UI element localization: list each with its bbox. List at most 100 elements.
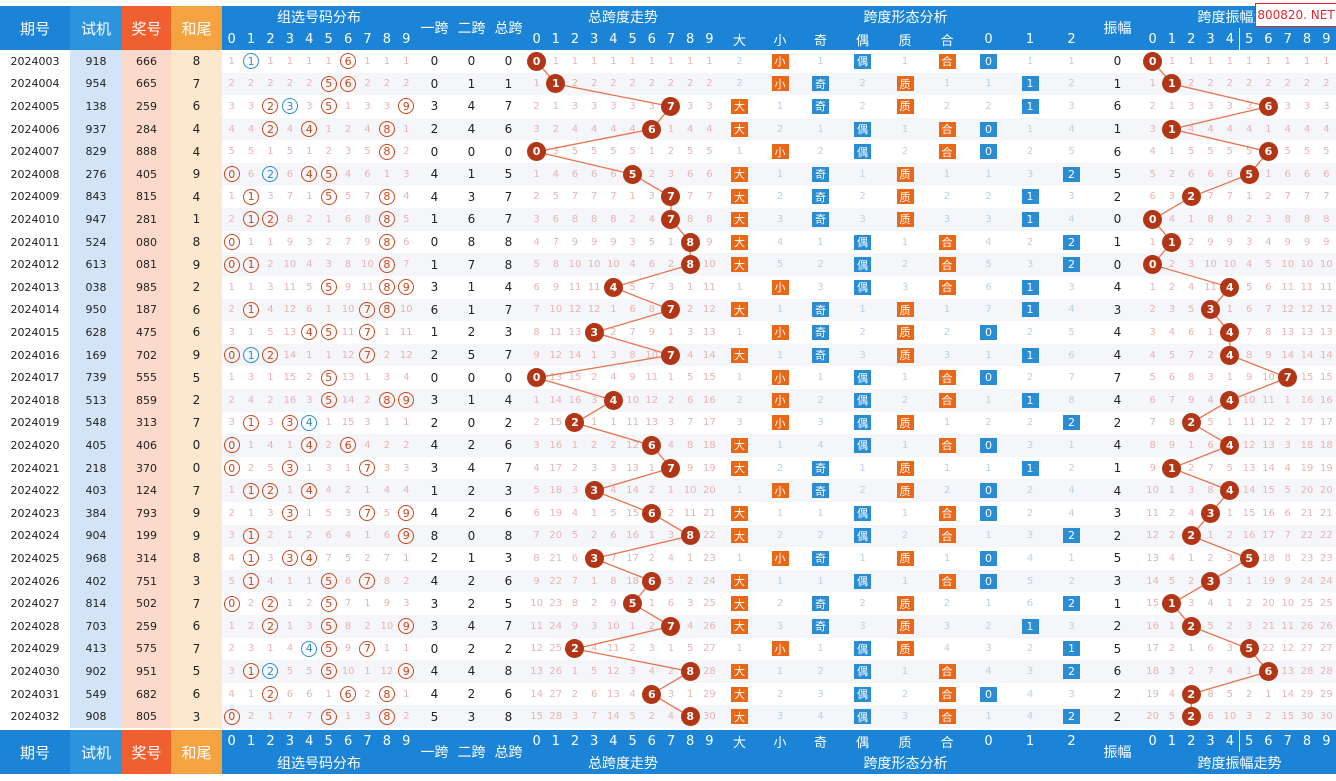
header-amp-trend-col-0: 0 bbox=[1143, 730, 1163, 752]
span-trend-miss: 1 bbox=[623, 50, 642, 73]
form-tag: 偶 bbox=[841, 50, 884, 73]
dist-miss: 2 bbox=[261, 73, 280, 96]
dist-miss: 2 bbox=[241, 73, 260, 96]
amp-trend-ball: 2 bbox=[1181, 616, 1201, 636]
amp-trend-ball: 0 bbox=[1143, 51, 1163, 71]
span-trend-hit: 3 bbox=[584, 321, 604, 344]
header-form-col-6: 0 bbox=[968, 730, 1009, 752]
header-amp-trend-col-2: 2 bbox=[1181, 730, 1201, 752]
amp-trend-miss: 1 bbox=[1182, 50, 1201, 73]
span-trend-hit: 7 bbox=[661, 344, 681, 367]
header-form-col-3: 偶 bbox=[841, 730, 884, 752]
span-trend-hit: 6 bbox=[642, 502, 662, 525]
header-form-col-1: 小 bbox=[760, 28, 800, 50]
span-trend-hit: 6 bbox=[642, 434, 662, 457]
header-group-dist-col-0: 0 bbox=[222, 28, 242, 50]
span-trend-hit: 6 bbox=[642, 570, 662, 593]
span-trend-ball: 6 bbox=[642, 503, 662, 523]
header-amp-trend-col-5: 5 bbox=[1239, 28, 1259, 50]
trial-number: 954 bbox=[70, 72, 122, 96]
header-span-trend-col-0: 0 bbox=[527, 730, 547, 752]
header-form-col-5: 合 bbox=[926, 28, 968, 50]
header-group-dist-col-5: 5 bbox=[319, 730, 339, 752]
header-span-trend-col-1: 1 bbox=[546, 28, 566, 50]
header-amp-trend-title: 跨度振幅走势 bbox=[1143, 752, 1336, 774]
amp-trend-hit: 6 bbox=[1258, 140, 1278, 163]
amp-trend-hit: 2 bbox=[1181, 615, 1201, 638]
span2-value: 1 bbox=[453, 73, 490, 96]
amp-trend-hit: 2 bbox=[1181, 186, 1201, 209]
span-trend-hit: 4 bbox=[603, 389, 623, 412]
amp-trend-ball: 2 bbox=[1181, 187, 1201, 207]
amp-trend-ball: 2 bbox=[1181, 413, 1201, 433]
header-amp-trend-col-8: 8 bbox=[1297, 28, 1317, 50]
span-trend-ball: 8 bbox=[680, 255, 700, 275]
amp-trend-hit: 4 bbox=[1220, 321, 1240, 344]
span-trend-ball: 2 bbox=[565, 413, 585, 433]
amp-trend-hit: 5 bbox=[1239, 547, 1259, 570]
span-trend-hit: 0 bbox=[527, 140, 547, 163]
header-span-trend-col-7: 7 bbox=[661, 730, 681, 752]
span-trend-hit: 5 bbox=[623, 163, 643, 186]
form-miss: 2 bbox=[719, 50, 760, 73]
amp-trend-hit: 7 bbox=[1278, 366, 1298, 389]
amp-trend-ball: 4 bbox=[1220, 277, 1240, 297]
header-span-form-title: 跨度形态分析 bbox=[719, 752, 1092, 774]
header-amp-trend-col-6: 6 bbox=[1258, 730, 1279, 752]
header-span-trend-col-5: 5 bbox=[623, 730, 643, 752]
span-trend-hit: 0 bbox=[527, 50, 547, 73]
span-trend-ball: 8 bbox=[680, 232, 700, 252]
amp-trend-ball: 0 bbox=[1143, 255, 1163, 275]
span-trend-miss: 1 bbox=[604, 50, 623, 73]
header-amp-trend-col-4: 4 bbox=[1220, 28, 1240, 50]
trial-number: 918 bbox=[70, 50, 122, 73]
header-form-col-0: 大 bbox=[719, 28, 760, 50]
span-trend-ball: 0 bbox=[527, 142, 547, 162]
span-trend-hit: 7 bbox=[661, 299, 681, 322]
form-miss: 1 bbox=[1009, 50, 1051, 73]
dist-hit: 5 bbox=[319, 73, 338, 96]
header-amp-trend-col-0: 0 bbox=[1143, 28, 1163, 50]
span-trend-hit: 8 bbox=[680, 660, 700, 683]
amp-trend-miss: 1 bbox=[1259, 50, 1278, 73]
amp-trend-hit: 3 bbox=[1201, 570, 1221, 593]
header-amplitude: 振幅 bbox=[1092, 730, 1143, 774]
header-amp-trend-col-3: 3 bbox=[1200, 28, 1221, 50]
amp-trend-ball: 1 bbox=[1162, 232, 1182, 252]
amp-trend-hit: 4 bbox=[1220, 479, 1240, 502]
span1-value: 0 bbox=[416, 50, 453, 73]
header-group-dist-col-4: 4 bbox=[299, 28, 319, 50]
dist-miss: 2 bbox=[280, 73, 299, 96]
amp-trend-hit: 1 bbox=[1162, 231, 1182, 254]
total-span-value: 1 bbox=[490, 73, 527, 96]
dist-miss: 2 bbox=[222, 73, 241, 96]
dist-miss: 1 bbox=[222, 50, 241, 73]
header-prize: 奖号 bbox=[122, 6, 171, 50]
header-trial: 试机 bbox=[70, 6, 122, 50]
header-span1: 一跨 bbox=[416, 6, 453, 50]
span-trend-ball: 6 bbox=[642, 435, 662, 455]
amp-trend-ball: 6 bbox=[1258, 96, 1278, 116]
amp-trend-miss: 1 bbox=[1278, 50, 1297, 73]
amp-trend-hit: 2 bbox=[1181, 705, 1201, 728]
span-trend-miss: 1 bbox=[700, 50, 719, 73]
header-group-dist-col-6: 6 bbox=[338, 730, 358, 752]
amp-trend-ball: 1 bbox=[1162, 74, 1182, 94]
amp-trend-hit: 2 bbox=[1181, 683, 1201, 706]
header-group-dist-col-3: 3 bbox=[280, 28, 300, 50]
span-trend-ball: 1 bbox=[546, 74, 566, 94]
header-group-dist-col-8: 8 bbox=[377, 730, 397, 752]
amp-trend-miss: 1 bbox=[1201, 50, 1220, 73]
form-tag: 小 bbox=[760, 50, 800, 73]
dist-miss: 1 bbox=[280, 50, 299, 73]
span-trend-hit: 7 bbox=[661, 457, 681, 480]
span-trend-hit: 6 bbox=[642, 683, 662, 706]
header-form-col-8: 2 bbox=[1051, 28, 1092, 50]
span-trend-ball: 5 bbox=[623, 164, 643, 184]
amp-trend-ball: 4 bbox=[1220, 322, 1240, 342]
amp-trend-hit: 2 bbox=[1181, 412, 1201, 435]
header-amp-trend-col-7: 7 bbox=[1278, 730, 1298, 752]
span-trend-ball: 7 bbox=[661, 187, 681, 207]
header-period: 期号 bbox=[0, 730, 70, 774]
header-total-span: 总跨 bbox=[490, 730, 527, 774]
